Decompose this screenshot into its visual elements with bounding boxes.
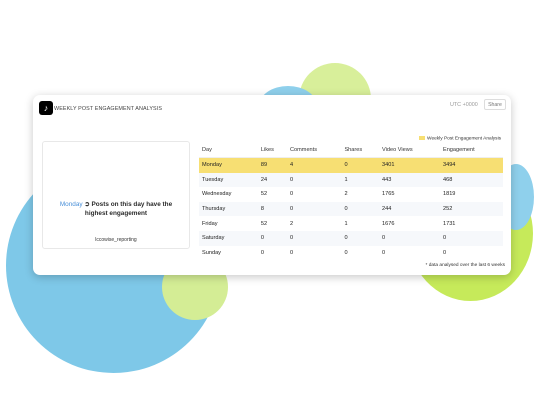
cell-comments: 0 [289, 191, 294, 198]
circle-arrow-icon: ➲ [84, 201, 90, 208]
column-header-video-views: Video Views [379, 143, 440, 158]
tiktok-logo-icon: ♪ [39, 101, 53, 115]
table-row: Tuesday 24 0 1 443 468 [199, 172, 503, 188]
engagement-card: ♪ WEEKLY POST ENGAGEMENT ANALYSIS UTC +0… [33, 95, 511, 275]
timezone-label: UTC +0000 [450, 102, 478, 108]
cell-video-views: 244 [379, 201, 440, 217]
column-header-shares: Shares [341, 143, 380, 158]
cell-video-views: 1676 [382, 220, 395, 227]
column-header-comments: Comments [286, 143, 342, 158]
share-button[interactable]: Share [484, 99, 506, 110]
cell-engagement: 1819 [442, 191, 456, 198]
cell-engagement: 468 [439, 172, 503, 188]
cell-likes: 52 [260, 220, 268, 227]
cell-day: Thursday [199, 201, 258, 217]
cell-day: Monday [199, 157, 258, 173]
cell-engagement: 252 [439, 201, 503, 217]
cell-day: Tuesday [199, 172, 258, 188]
cell-likes: 52 [260, 191, 268, 198]
summary-panel: Monday ➲ Posts on this day have the high… [42, 141, 190, 249]
cell-shares: 0 [344, 249, 348, 256]
cell-comments: 0 [289, 249, 294, 256]
table-row: Sunday 0 0 0 0 0 [199, 246, 503, 261]
footnote: * data analysed over the last 6 weeks [425, 263, 505, 268]
cell-shares: 1 [341, 172, 380, 188]
cell-comments: 2 [289, 220, 294, 227]
cell-video-views: 0 [382, 249, 386, 256]
cell-engagement: 1731 [442, 220, 456, 227]
cell-day: Saturday [199, 230, 258, 246]
cell-day: Friday [202, 220, 218, 227]
cell-comments: 4 [286, 157, 342, 173]
cell-comments: 0 [286, 230, 342, 246]
cell-video-views: 1765 [382, 191, 395, 198]
cell-shares: 0 [341, 157, 380, 173]
table-row: Saturday 0 0 0 0 0 [199, 230, 503, 246]
cell-comments: 0 [286, 172, 342, 188]
cell-likes: 89 [257, 157, 287, 173]
cell-video-views: 3401 [379, 157, 440, 173]
cell-day: Sunday [202, 249, 221, 256]
legend-label: Weekly Post Engagement Analysis [427, 136, 502, 142]
card-title: WEEKLY POST ENGAGEMENT ANALYSIS [54, 106, 163, 112]
cell-shares: 1 [344, 220, 348, 227]
table-row: Monday 89 4 0 3401 3494 [199, 157, 503, 173]
column-header-likes: Likes [257, 143, 287, 158]
legend-swatch [419, 136, 425, 140]
cell-video-views: 0 [379, 230, 440, 246]
table-row: Friday 52 2 1 1676 1731 [199, 216, 503, 231]
cell-likes: 0 [260, 249, 264, 256]
cell-likes: 0 [257, 230, 287, 246]
cell-engagement: 0 [439, 230, 503, 246]
engagement-table: Day Likes Comments Shares Video Views En… [199, 143, 503, 260]
account-handle: lccowise_reporting [95, 237, 137, 243]
table-row: Wednesday 52 0 2 1765 1819 [199, 187, 503, 202]
cell-engagement: 3494 [439, 157, 503, 173]
summary-message: Monday ➲ Posts on this day have the high… [49, 200, 183, 218]
column-header-day: Day [199, 143, 258, 158]
cell-shares: 0 [341, 201, 380, 217]
cell-comments: 0 [286, 201, 342, 217]
cell-engagement: 0 [442, 249, 447, 256]
table-header-row: Day Likes Comments Shares Video Views En… [199, 143, 503, 158]
cell-shares: 2 [344, 191, 348, 198]
cell-likes: 8 [257, 201, 287, 217]
table-row: Thursday 8 0 0 244 252 [199, 201, 503, 217]
highlight-day: Monday [59, 201, 83, 208]
cell-video-views: 443 [379, 172, 440, 188]
cell-day: Wednesday [202, 191, 232, 198]
column-header-engagement: Engagement [439, 143, 503, 158]
summary-text: Posts on this day have the highest engag… [84, 201, 173, 217]
cell-shares: 0 [341, 230, 380, 246]
chart-legend: Weekly Post Engagement Analysis [419, 136, 501, 142]
cell-likes: 24 [257, 172, 287, 188]
